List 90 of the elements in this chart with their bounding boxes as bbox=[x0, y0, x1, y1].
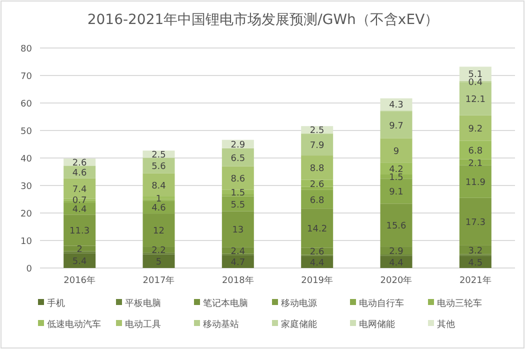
legend-label: 电动自行车 bbox=[359, 298, 404, 309]
bar bbox=[64, 253, 96, 268]
chart-title: 2016-2021年中国锂电市场发展预测/GWh（不含xEV） bbox=[87, 12, 439, 28]
y-tick-label: 60 bbox=[20, 100, 32, 110]
legend-label: 其他 bbox=[437, 319, 455, 330]
y-tick-label: 0 bbox=[26, 264, 32, 274]
legend-label: 笔记本电脑 bbox=[203, 298, 248, 309]
x-tick-label: 2017年 bbox=[142, 275, 175, 286]
data-label: 8.4 bbox=[152, 181, 166, 192]
data-label: 7.9 bbox=[310, 141, 325, 152]
y-tick-label: 80 bbox=[20, 44, 32, 54]
data-label: 2 bbox=[76, 244, 82, 255]
x-tick-label: 2016年 bbox=[64, 275, 96, 286]
bar bbox=[142, 158, 175, 174]
bar bbox=[380, 256, 412, 268]
bar bbox=[142, 173, 175, 196]
y-tick-label: 40 bbox=[20, 154, 32, 164]
data-label: 2.6 bbox=[310, 248, 325, 258]
legend-label: 电网储能 bbox=[359, 319, 395, 330]
data-label: 2.6 bbox=[72, 158, 88, 169]
data-label: 9.2 bbox=[468, 124, 483, 135]
data-label: 6.5 bbox=[230, 154, 246, 164]
x-tick-label: 2020年 bbox=[380, 275, 412, 286]
data-label: 12.1 bbox=[465, 95, 486, 106]
legend-label: 家庭储能 bbox=[281, 319, 317, 330]
data-label: 9 bbox=[393, 147, 400, 158]
data-label: 17.3 bbox=[465, 218, 486, 228]
data-label: 1.5 bbox=[230, 188, 246, 198]
data-label: 9.1 bbox=[389, 188, 404, 198]
legend-label: 平板电脑 bbox=[125, 298, 161, 309]
data-label: 13 bbox=[232, 226, 244, 236]
legend-label: 电动工具 bbox=[125, 319, 161, 330]
data-label: 2.1 bbox=[468, 158, 483, 169]
data-label: 1 bbox=[156, 194, 162, 204]
bar bbox=[380, 138, 412, 163]
data-label: 4.6 bbox=[72, 168, 88, 179]
data-label: 2.6 bbox=[310, 180, 325, 190]
y-tick-label: 70 bbox=[20, 72, 32, 82]
data-label: 8.8 bbox=[310, 164, 325, 174]
data-label: 2.9 bbox=[389, 247, 404, 258]
bar bbox=[301, 156, 334, 180]
legend-label: 电动三轮车 bbox=[437, 298, 482, 309]
x-tick-label: 2018年 bbox=[222, 275, 254, 286]
data-label: 2.5 bbox=[152, 150, 166, 161]
bar bbox=[64, 166, 96, 178]
data-label: 3.2 bbox=[468, 246, 483, 256]
y-tick-label: 50 bbox=[20, 127, 32, 137]
bar bbox=[142, 196, 175, 200]
y-tick-label: 30 bbox=[20, 182, 32, 192]
x-tick-label: 2021年 bbox=[459, 275, 492, 286]
x-tick-label: 2019年 bbox=[301, 275, 334, 286]
legend-label: 移动基站 bbox=[203, 319, 239, 330]
bar bbox=[222, 255, 254, 268]
data-label: 9.7 bbox=[389, 121, 404, 132]
bar bbox=[380, 112, 412, 138]
bar bbox=[459, 115, 492, 141]
data-label: 11.3 bbox=[70, 226, 90, 237]
bar bbox=[222, 166, 254, 190]
data-label: 2.4 bbox=[230, 246, 246, 257]
data-label: 11.9 bbox=[465, 178, 486, 188]
bar bbox=[301, 134, 334, 156]
data-label: 6.8 bbox=[310, 196, 325, 206]
data-label: 2.5 bbox=[310, 126, 324, 136]
legend-label: 低速电动汽车 bbox=[47, 319, 101, 330]
legend-label: 手机 bbox=[47, 298, 65, 309]
y-tick-label: 10 bbox=[20, 237, 32, 247]
bar bbox=[380, 178, 412, 204]
data-label: 8.6 bbox=[230, 174, 246, 185]
data-label: 4.3 bbox=[389, 100, 404, 111]
data-label: 12 bbox=[153, 226, 164, 237]
data-label: 7.4 bbox=[72, 185, 88, 196]
data-label: 2.9 bbox=[230, 140, 246, 150]
data-label: 5.5 bbox=[230, 200, 246, 210]
data-label: 4.4 bbox=[72, 205, 88, 216]
bar bbox=[142, 254, 175, 268]
bar bbox=[222, 196, 254, 212]
data-label: 14.2 bbox=[307, 224, 328, 235]
legend-label: 移动电源 bbox=[281, 298, 317, 309]
data-label: 0.4 bbox=[468, 78, 483, 88]
data-label: 2.2 bbox=[152, 246, 166, 256]
data-label: 4.6 bbox=[152, 204, 166, 214]
bar bbox=[222, 148, 254, 166]
bar bbox=[301, 190, 334, 209]
y-tick-label: 20 bbox=[20, 210, 32, 220]
data-label: 1.5 bbox=[389, 173, 404, 184]
bar bbox=[459, 256, 492, 268]
data-label: 6.8 bbox=[468, 146, 483, 157]
data-label: 0.7 bbox=[72, 196, 87, 206]
data-label: 15.6 bbox=[386, 222, 407, 232]
data-label: 5.6 bbox=[152, 162, 166, 172]
